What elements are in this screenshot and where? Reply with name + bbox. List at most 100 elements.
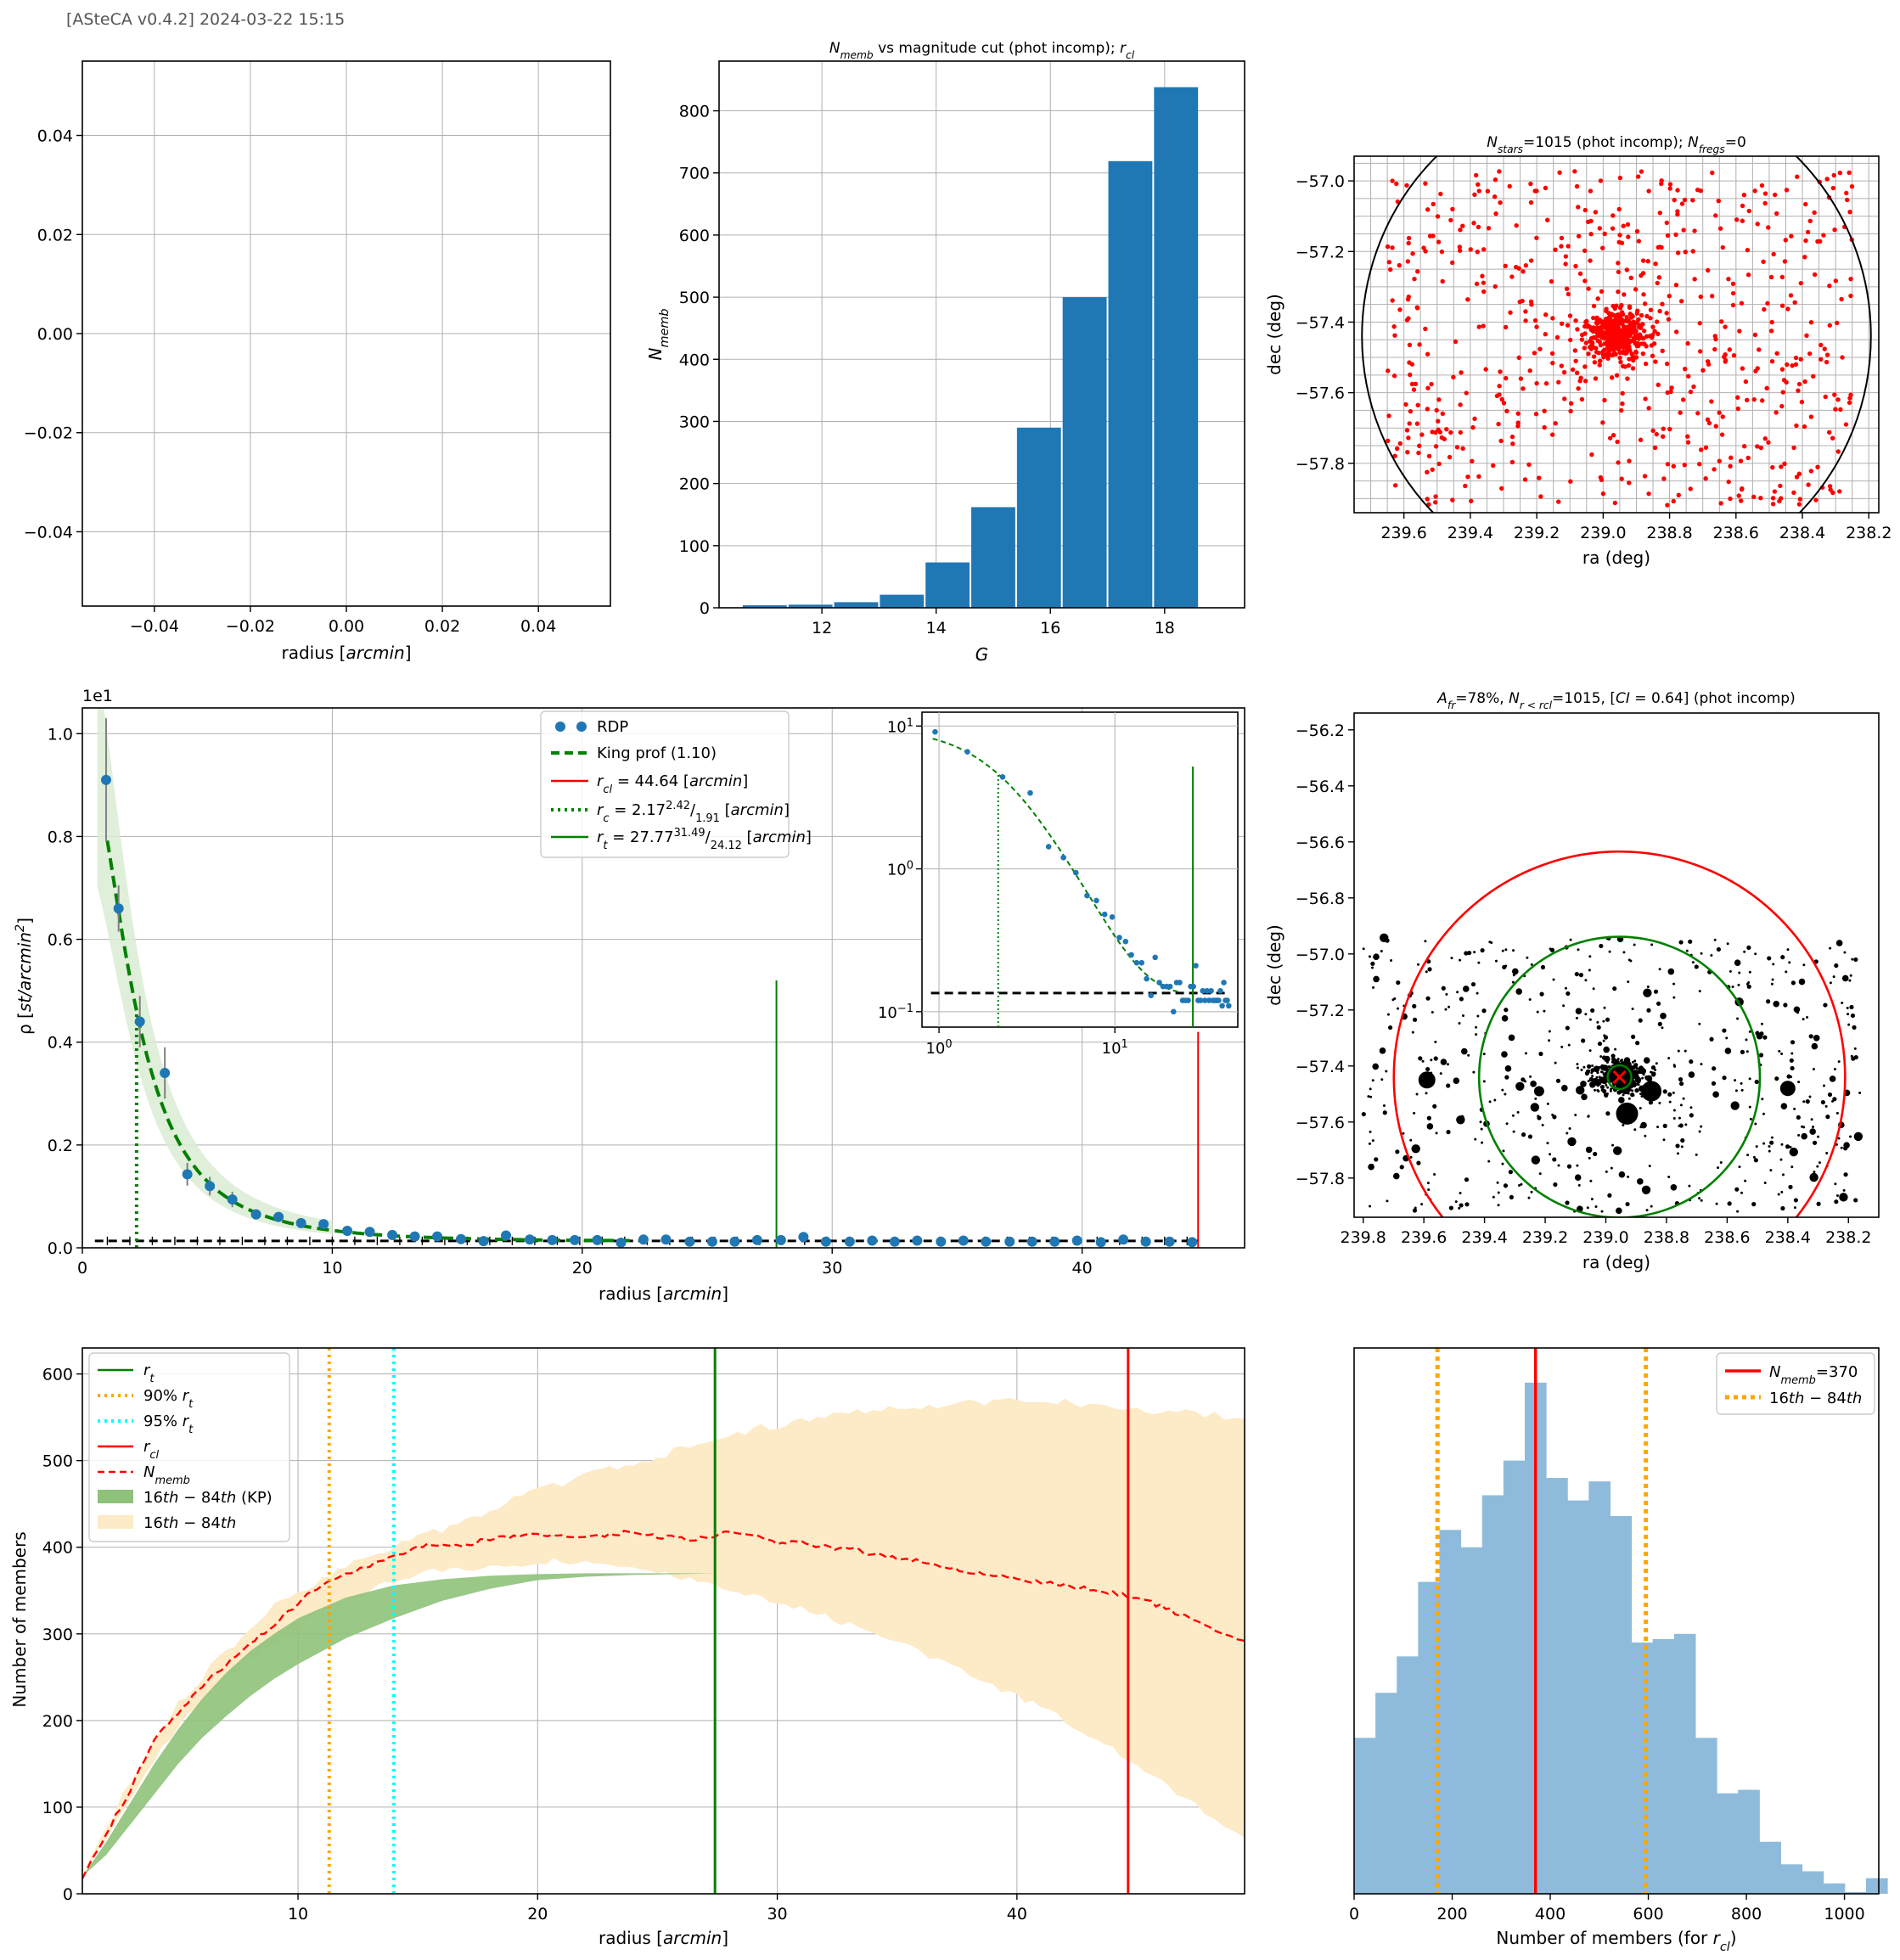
rdp-point	[1004, 1236, 1015, 1247]
rdp-inset-point	[964, 749, 970, 755]
field-red-star	[1608, 328, 1613, 333]
field-red-star	[1557, 170, 1562, 176]
field-red-star	[1734, 217, 1740, 222]
field-black-star	[1695, 1153, 1698, 1156]
field-red-star	[1565, 323, 1571, 328]
field-red-star	[1640, 322, 1645, 327]
field-red-star	[1695, 188, 1700, 193]
field-black-star	[1842, 1188, 1846, 1192]
field-black-star	[1552, 1115, 1557, 1120]
field-black-star	[1678, 940, 1684, 945]
field-black-star	[1467, 950, 1472, 956]
field-black-star	[1386, 1199, 1389, 1203]
field-black-star	[1852, 1025, 1857, 1030]
rdp-ylabel-part: ]	[14, 918, 35, 924]
field-black-star	[1456, 991, 1459, 994]
field-red-star	[1588, 188, 1594, 194]
members-hist-xtick-label: 800	[1731, 1905, 1762, 1923]
field-red-title-part: =1015 (phot incomp);	[1523, 134, 1688, 151]
nmemb-hist-xtick-label: 12	[812, 619, 832, 637]
field-black-star	[1716, 946, 1722, 952]
field-black-star	[1425, 970, 1428, 974]
field-red-star	[1460, 223, 1465, 228]
field-red-star	[1755, 222, 1760, 227]
field-black-plot	[1361, 851, 1863, 1217]
nmemb-hist-bar	[834, 602, 879, 608]
field-red-star	[1804, 333, 1809, 338]
field-black-star	[1653, 989, 1659, 994]
field-red-star	[1612, 500, 1618, 506]
field-black-star	[1658, 1102, 1661, 1105]
field-black-ytick-label: −56.4	[1296, 778, 1345, 796]
field-black-title-part: fr	[1447, 699, 1456, 711]
field-red-star	[1617, 233, 1622, 238]
field-black-star	[1599, 1084, 1605, 1090]
field-red-star	[1588, 232, 1594, 237]
field-black-star	[1575, 1008, 1582, 1014]
field-red-star	[1803, 238, 1808, 244]
members-radius-legend-nmemb-label: Nmemb	[143, 1463, 190, 1487]
rdp-inset-point	[1148, 992, 1155, 998]
field-red-star	[1431, 201, 1436, 207]
field-red-star	[1470, 424, 1476, 430]
field-black-star	[1746, 945, 1751, 950]
field-red-star	[1434, 407, 1439, 413]
nmemb-hist-ylabel-part: N	[645, 348, 666, 361]
field-red-star	[1405, 449, 1410, 455]
field-black-star	[1431, 1010, 1434, 1014]
members-radius-legend-r90-label-part: r	[183, 1387, 190, 1405]
field-red-star	[1628, 315, 1634, 320]
field-red-star	[1602, 397, 1607, 403]
field-black-ytick-label: −56.6	[1296, 834, 1345, 852]
field-black-star	[1700, 1063, 1703, 1066]
members-radius-band-kp	[82, 1573, 716, 1877]
rdp-point	[432, 1231, 443, 1242]
rdp-inset-point	[1197, 997, 1204, 1003]
field-black-star	[1748, 970, 1751, 974]
field-black-star	[1566, 1132, 1569, 1135]
field-red-star	[1433, 430, 1438, 435]
rdp-inset-point	[1206, 997, 1212, 1003]
empty-plot-ytick-label: 0.00	[37, 325, 73, 344]
field-black-star	[1434, 1041, 1437, 1044]
rdp-legend-rc-label-part: 2.42	[666, 800, 690, 812]
field-red-star	[1625, 376, 1630, 381]
field-black-star	[1619, 1059, 1622, 1063]
field-red-star	[1794, 475, 1800, 480]
field-black-star	[1780, 1103, 1788, 1109]
field-black-star	[1835, 940, 1843, 946]
field-red-star	[1665, 462, 1671, 467]
field-black-star	[1527, 1134, 1533, 1139]
field-red-star	[1405, 296, 1411, 302]
field-black-star	[1432, 1104, 1437, 1109]
field-black-star	[1529, 1075, 1532, 1078]
field-red-star	[1712, 334, 1717, 339]
field-black-star	[1524, 1052, 1527, 1055]
field-red-star	[1594, 321, 1599, 326]
field-red-star	[1633, 287, 1639, 292]
field-black-star	[1584, 1013, 1588, 1016]
field-black-star	[1440, 1059, 1447, 1065]
field-black-star	[1594, 1088, 1597, 1092]
rdp-inset-point	[1170, 1008, 1177, 1015]
field-red-star	[1596, 328, 1602, 333]
members-hist-bar	[1695, 1738, 1717, 1894]
field-black-star	[1361, 1111, 1366, 1117]
field-black-star	[1829, 1075, 1836, 1082]
field-red-star	[1501, 401, 1507, 406]
field-red-xtick-label: 238.2	[1846, 524, 1892, 542]
field-black-star	[1589, 1081, 1596, 1088]
field-red-star	[1817, 239, 1823, 244]
field-red-star	[1544, 217, 1550, 222]
rdp-legend-rc-label-part: ]	[784, 801, 790, 819]
field-red-star	[1448, 217, 1453, 223]
field-black-star	[1447, 1005, 1451, 1008]
field-red-star	[1833, 278, 1839, 284]
field-red-star	[1391, 324, 1397, 329]
field-red-star	[1549, 278, 1554, 284]
members-radius-legend-kp-label: 16th − 84th (KP)	[143, 1489, 273, 1507]
field-black-star	[1512, 949, 1515, 952]
field-black-star	[1549, 947, 1555, 952]
field-red-star	[1498, 200, 1503, 205]
field-red-star	[1556, 499, 1561, 504]
